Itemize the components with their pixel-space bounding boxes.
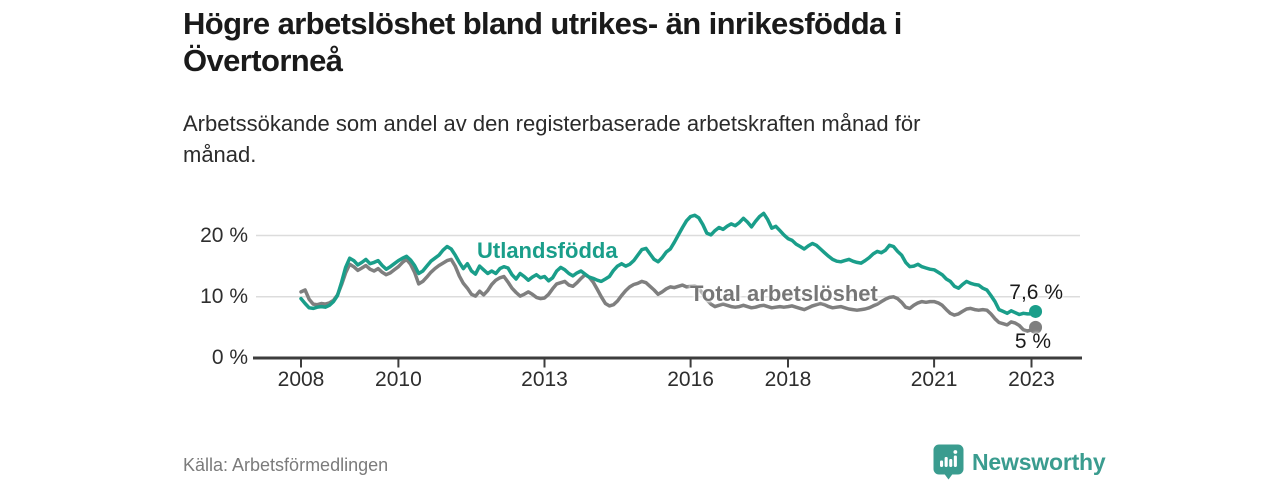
chart-subtitle-line-2: månad. [183,142,257,167]
x-tick-label-2023: 2023 [1008,368,1055,391]
y-tick-label-10: 10 % [200,284,248,308]
x-tick-label-2016: 2016 [667,368,714,391]
series-end-dot-0 [1029,304,1043,318]
x-tick-label-2010: 2010 [375,368,422,391]
y-tick-label-0: 0 % [211,346,248,369]
series-label-utlandsfodda: Utlandsfödda [477,238,618,263]
source-note: Källa: Arbetsförmedlingen [183,455,389,475]
x-tick-label-2021: 2021 [910,368,958,391]
page-title-line-2: Övertorneå [183,43,343,78]
x-tick-label-2013: 2013 [521,368,568,391]
y-tick-label-20: 20 % [200,223,248,247]
page-title-line-1: Högre arbetslöshet bland utrikes- än inr… [183,6,902,41]
page-title: Högre arbetslöshet bland utrikes- än inr… [183,5,902,79]
newsworthy-logo[interactable]: Newsworthy [933,444,1106,480]
bar-chart-pin-icon [933,444,964,480]
chart-subtitle: Arbetssökande som andel av den registerb… [183,108,920,170]
series-line-1 [299,257,1038,333]
newsworthy-logo-text: Newsworthy [972,448,1106,475]
end-value-label-utlandsfodda: 7,6 % [1009,281,1063,304]
series-end-dot-1 [1029,320,1043,334]
series-line-0 [299,211,1038,317]
x-tick-label-2018: 2018 [764,368,812,391]
x-tick-label-2008: 2008 [277,368,325,391]
series-label-total-arbetsloshet: Total arbetslöshet [690,281,878,306]
chart-subtitle-line-1: Arbetssökande som andel av den registerb… [183,111,921,136]
end-value-label-total: 5 % [1014,330,1051,353]
